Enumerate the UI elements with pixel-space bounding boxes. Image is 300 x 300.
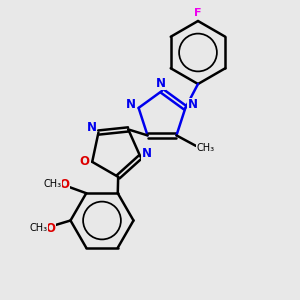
Text: N: N	[87, 121, 97, 134]
Text: O: O	[45, 221, 55, 235]
Text: F: F	[194, 8, 202, 18]
Text: O: O	[80, 155, 90, 168]
Text: N: N	[142, 147, 152, 160]
Text: CH₃: CH₃	[196, 143, 214, 153]
Text: CH₃: CH₃	[29, 223, 47, 233]
Text: N: N	[126, 98, 136, 111]
Text: O: O	[59, 178, 69, 191]
Text: N: N	[155, 77, 166, 90]
Text: CH₃: CH₃	[44, 179, 62, 189]
Text: N: N	[188, 98, 198, 111]
